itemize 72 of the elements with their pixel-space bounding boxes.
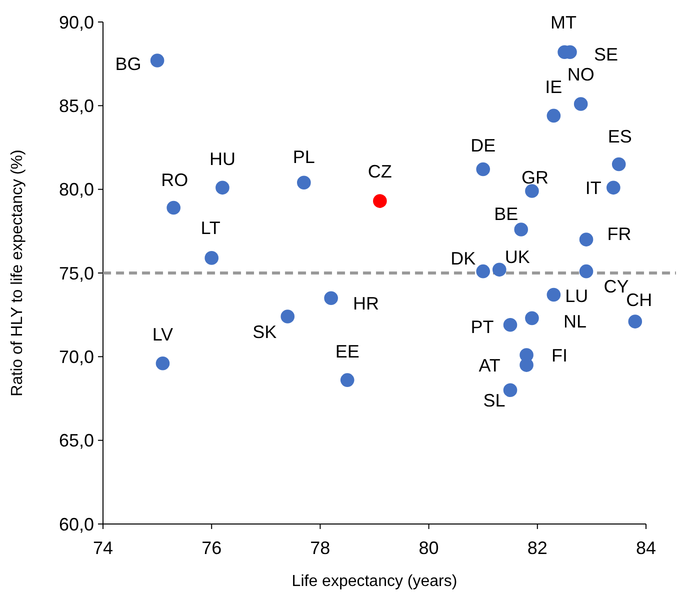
point [476,264,490,278]
point [340,373,354,387]
point [579,232,594,246]
annotation: DE [470,136,496,156]
annotation: IE [545,77,562,98]
point [216,180,230,195]
point [503,383,518,398]
annotation: EE [335,341,360,362]
annotation: HU [209,148,236,169]
annotation: SK [252,322,277,342]
annotation: NL [563,311,586,332]
annotation: ES [608,126,632,147]
point [476,162,490,176]
point [324,291,338,305]
point [525,311,539,326]
x-tick-label: 76 [202,538,222,558]
y-tick-label: 85,0 [58,96,94,116]
point [520,358,534,372]
point [606,180,620,195]
point [204,251,219,265]
point [579,264,594,278]
annotation: MT [550,12,577,32]
annotation: CY [604,276,629,297]
annotation: CZ [368,161,392,182]
annotation: BE [494,204,518,224]
point [525,184,539,198]
annotation: LU [565,286,588,306]
x-tick-label: 78 [310,538,330,558]
point [628,314,642,328]
annotation: FR [607,224,632,244]
y-axis-title: Ratio of HLY to life expectancy (%) [9,150,26,396]
annotation: PL [292,146,315,167]
point [546,288,561,302]
annotation: PT [470,317,494,338]
point [297,176,311,190]
annotation: SL [483,390,506,410]
annotation: UK [504,246,530,267]
point [166,200,180,215]
point [503,318,518,332]
x-tick-label: 80 [418,538,439,558]
y-tick-label: 75,0 [58,263,94,284]
annotation: FI [552,345,568,366]
x-tick-label: 84 [636,538,656,558]
y-tick-label: 80,0 [58,180,94,200]
annotation: CH [626,290,652,310]
x-tick-label: 82 [527,538,548,558]
point [574,97,588,111]
annotation: AT [478,355,500,376]
annotation: DK [450,248,476,269]
x-axis-title: Life expectancy (years) [292,573,458,590]
annotation: HR [353,293,380,314]
point [514,222,528,236]
point [280,310,295,324]
x-tick-label: 74 [92,538,114,558]
annotation: IT [585,178,602,198]
annotation: GR [521,167,548,188]
annotation: RO [161,170,188,190]
point [546,108,561,123]
point [156,356,170,370]
point [492,262,506,277]
y-tick-label: 65,0 [58,430,94,451]
annotation: SE [594,44,618,64]
annotation: LT [200,218,220,238]
annotation: BG [115,54,142,74]
point [150,54,164,68]
y-tick-label: 90,0 [58,12,94,32]
annotation: LV [152,324,174,345]
point [612,157,626,172]
y-tick-label: 60,0 [58,514,94,534]
y-tick-label: 70,0 [58,346,94,367]
annotation: NO [567,64,594,84]
point [373,194,387,208]
